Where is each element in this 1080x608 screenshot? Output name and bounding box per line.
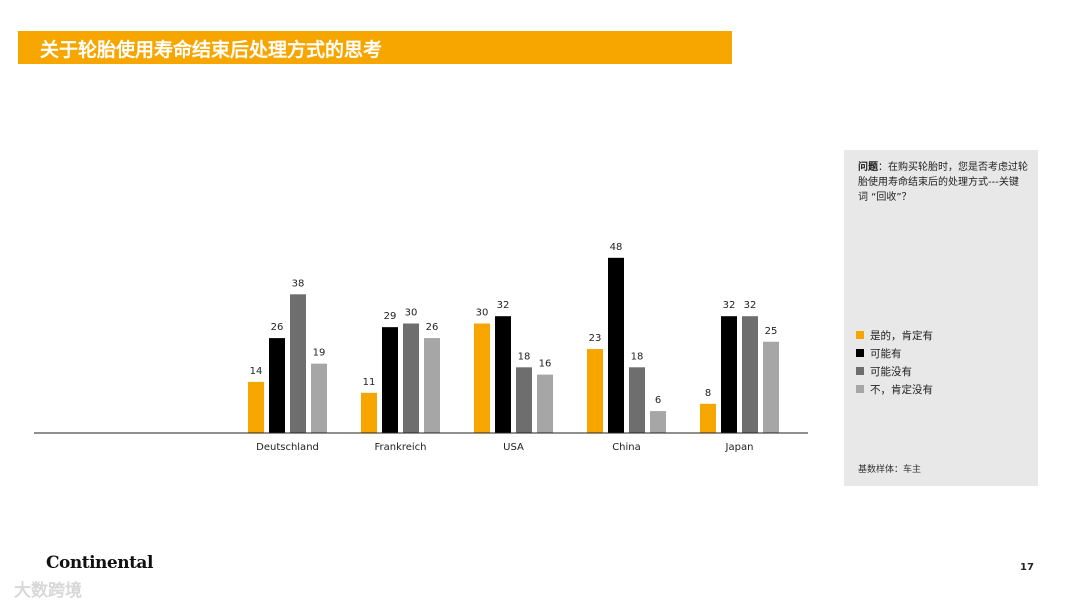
bar (763, 341, 779, 433)
category-label: Deutschland (256, 442, 319, 453)
bar-value-label: 32 (744, 300, 757, 311)
bar (608, 257, 624, 433)
bar (516, 367, 532, 433)
question-text: 问题：在购买轮胎时，您是否考虑过轮胎使用寿命结束后的处理方式---关键词 “回收… (858, 160, 1028, 205)
bar-value-label: 32 (497, 300, 510, 311)
question-body: ：在购买轮胎时，您是否考虑过轮胎使用寿命结束后的处理方式---关键词 “回收”？ (858, 162, 1028, 203)
bar-value-label: 29 (384, 311, 397, 322)
page-title: 关于轮胎使用寿命结束后处理方式的思考 (40, 39, 383, 61)
legend-item: 不，肯定没有 (856, 380, 933, 398)
bar (721, 316, 737, 433)
legend-label: 不，肯定没有 (870, 383, 933, 396)
category-label: USA (503, 442, 524, 453)
legend-swatch (856, 367, 864, 375)
category-label: China (612, 442, 641, 453)
side-panel: 问题：在购买轮胎时，您是否考虑过轮胎使用寿命结束后的处理方式---关键词 “回收… (844, 150, 1038, 486)
bar-value-label: 11 (363, 377, 376, 388)
legend-item: 是的，肯定有 (856, 326, 933, 344)
chart-legend: 是的，肯定有 可能有可能没有不，肯定没有 (856, 326, 933, 398)
bar (587, 349, 603, 433)
legend-label: 可能有 (870, 347, 902, 360)
bar-value-label: 26 (271, 322, 284, 333)
category-label: Frankreich (374, 442, 426, 453)
bar (495, 316, 511, 433)
bar (474, 323, 490, 433)
bar (629, 367, 645, 433)
bar-value-label: 18 (518, 351, 531, 362)
category-label: Japan (725, 442, 754, 453)
bar (311, 363, 327, 433)
bar (361, 392, 377, 433)
bar-value-label: 26 (426, 322, 439, 333)
legend-item: 可能没有 (856, 362, 933, 380)
question-label: 问题 (858, 162, 878, 173)
legend-swatch (856, 385, 864, 393)
bar-value-label: 38 (292, 278, 305, 289)
bar (424, 338, 440, 433)
bar-value-label: 6 (655, 395, 661, 406)
legend-swatch (856, 349, 864, 357)
bar (650, 411, 666, 433)
bar-value-label: 30 (476, 308, 489, 319)
bar-value-label: 19 (313, 348, 326, 359)
continental-logo: Continental (46, 553, 153, 573)
bar-value-label: 23 (589, 333, 602, 344)
bar (269, 338, 285, 433)
title-bar: 关于轮胎使用寿命结束后处理方式的思考 (18, 31, 732, 64)
legend-swatch (856, 331, 864, 339)
base-note: 基数样体：车主 (858, 465, 922, 475)
bar (290, 294, 306, 433)
bar (742, 316, 758, 433)
bar (537, 374, 553, 433)
legend-item: 可能有 (856, 344, 933, 362)
watermark: 大数跨境 (14, 581, 82, 601)
legend-label: 是的，肯定有 (870, 329, 933, 342)
bar-value-label: 8 (705, 388, 711, 399)
bar-value-label: 16 (539, 359, 552, 370)
bar (382, 327, 398, 433)
bar-value-label: 30 (405, 308, 418, 319)
bar-value-label: 18 (631, 351, 644, 362)
legend-label: 可能没有 (870, 365, 912, 378)
bar-value-label: 32 (723, 300, 736, 311)
bar-value-label: 14 (250, 366, 263, 377)
bar (700, 403, 716, 433)
page-number: 17 (1020, 562, 1034, 573)
bar (248, 381, 264, 433)
bar-value-label: 48 (610, 242, 623, 253)
bar (403, 323, 419, 433)
bar-value-label: 25 (765, 326, 778, 337)
